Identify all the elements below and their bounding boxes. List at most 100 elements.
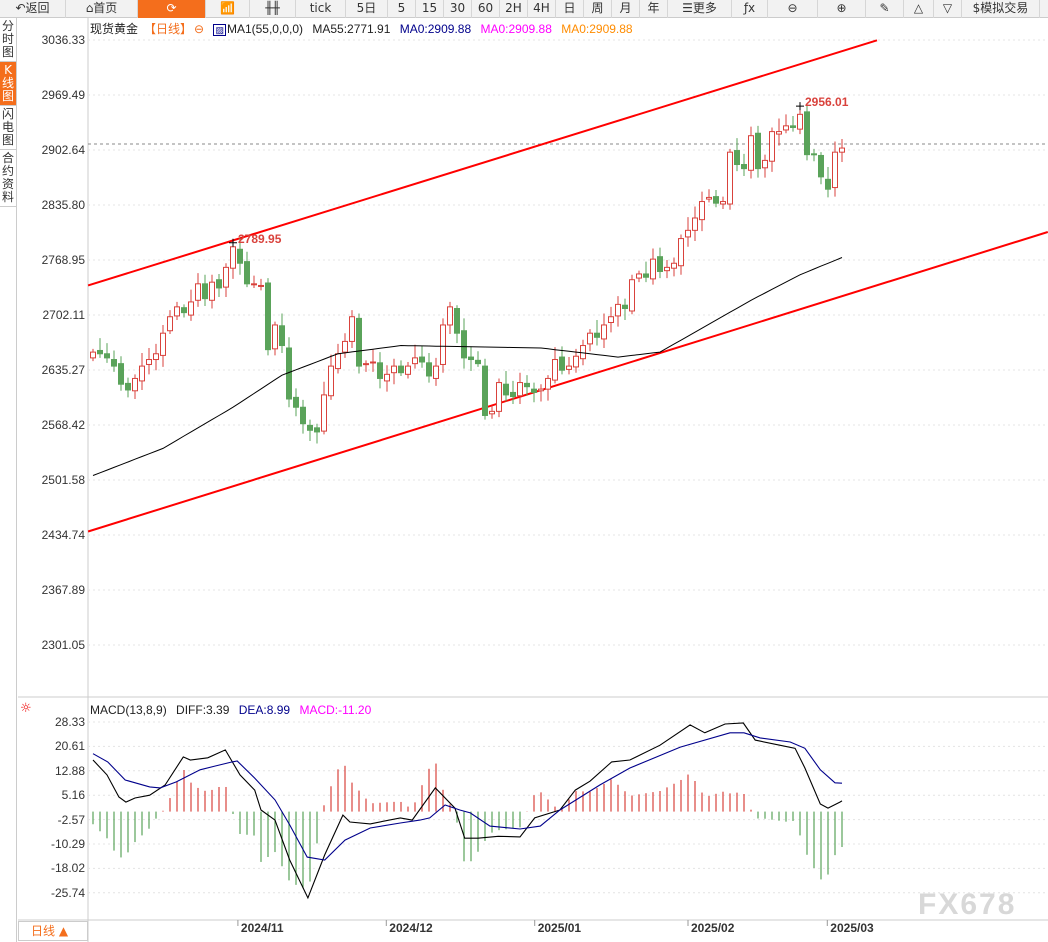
sidebar-tab-1[interactable]: K线图 xyxy=(0,62,16,106)
candle-up xyxy=(706,196,712,200)
period-7-button[interactable]: 5 xyxy=(388,0,416,18)
candle-down xyxy=(398,365,404,374)
period-10-button[interactable]: 60 xyxy=(472,0,500,18)
high-price-label: 2789.95 xyxy=(238,231,282,246)
candle-up xyxy=(545,377,551,390)
period-9-button[interactable]: 30 xyxy=(444,0,472,18)
candle-down xyxy=(307,424,313,431)
candle-down xyxy=(622,304,628,310)
candlestick-button[interactable]: ╫╫ xyxy=(250,0,296,18)
sidebar-tab-0[interactable]: 分时图 xyxy=(0,18,16,62)
period-16-button[interactable]: 年 xyxy=(640,0,668,18)
period-13-button[interactable]: 日 xyxy=(556,0,584,18)
candle-up xyxy=(496,382,502,412)
home-button[interactable]: ⌂首页 xyxy=(66,0,138,18)
period-5-button[interactable]: tick xyxy=(296,0,346,18)
candle-up xyxy=(776,131,782,135)
sidebar-tab-3[interactable]: 合约资料 xyxy=(0,150,16,207)
candle-down xyxy=(293,396,299,408)
ma0-value-magenta: MA0:2909.88 xyxy=(480,22,552,36)
candle-up xyxy=(146,359,152,365)
channel-lower-line xyxy=(87,231,1048,533)
ma0-value-orange: MA0:2909.88 xyxy=(561,22,633,36)
y-tick-label: 2902.64 xyxy=(41,143,85,157)
y-tick-label: -2.57 xyxy=(57,812,85,827)
period-label: 【日线】 xyxy=(144,22,193,36)
period-11-button[interactable]: 2H xyxy=(500,0,528,18)
y-tick-label: -25.74 xyxy=(50,885,85,900)
y-tick-label: 2835.80 xyxy=(41,198,85,212)
chart-legend: 现货黄金 【日线】 ⊖ ▨ MA1(55,0,0,0) MA55:2771.91 MA… xyxy=(90,20,639,37)
candle-up xyxy=(405,365,411,375)
candle-up xyxy=(692,217,698,231)
chart-button[interactable]: 📶 xyxy=(206,0,250,18)
macd-settings-icon[interactable]: ☼ xyxy=(20,701,32,716)
candle-up xyxy=(720,201,726,205)
instrument-name: 现货黄金 xyxy=(90,22,139,36)
period-12-button[interactable]: 4H xyxy=(528,0,556,18)
candle-down xyxy=(790,125,796,128)
dollar-button[interactable]: $模拟交易 xyxy=(962,0,1040,18)
candle-up xyxy=(517,382,523,397)
back-button[interactable]: ↶返回 xyxy=(0,0,66,18)
y-tick-label: 2969.49 xyxy=(41,88,85,102)
y-tick-label: 28.33 xyxy=(54,715,85,729)
candle-up xyxy=(384,373,390,382)
diff-line xyxy=(92,722,843,900)
candle-up xyxy=(727,151,733,205)
period-select-button[interactable]: 日线 ▲ xyxy=(18,921,88,941)
high-marker xyxy=(229,238,237,247)
zoom-out-button[interactable]: ⊖ xyxy=(768,0,818,18)
refresh-button[interactable]: ⟳ xyxy=(138,0,206,18)
y-tick-label: 2367.89 xyxy=(41,583,85,597)
candle-up xyxy=(797,113,803,130)
x-tick-label: 2025/03 xyxy=(830,921,874,935)
candle-down xyxy=(643,273,649,278)
watermark: FX678 xyxy=(918,888,1017,921)
candle-up xyxy=(783,125,789,131)
candle-down xyxy=(741,164,747,170)
candle-down xyxy=(118,363,124,385)
y-tick-label: 2434.74 xyxy=(41,528,85,542)
candle-up xyxy=(370,361,376,364)
candle-down xyxy=(216,279,222,289)
period-6-button[interactable]: 5日 xyxy=(346,0,388,18)
settings-icon[interactable]: ⊖ xyxy=(194,22,205,36)
candle-up xyxy=(671,262,677,269)
candle-down xyxy=(524,382,530,388)
ma-indicator-icon[interactable]: ▨ xyxy=(213,24,226,36)
candle-down xyxy=(244,261,250,285)
x-tick-label: 2024/12 xyxy=(389,921,433,935)
period-14-button[interactable]: 周 xyxy=(584,0,612,18)
triangle-down-button[interactable]: ▽ xyxy=(934,0,962,18)
formula-button[interactable]: ƒx xyxy=(732,0,768,18)
dea-line xyxy=(92,732,843,861)
x-tick-label: 2025/01 xyxy=(537,921,582,935)
period-15-button[interactable]: 月 xyxy=(612,0,640,18)
x-tick-label: 2025/02 xyxy=(691,921,735,935)
candle-down xyxy=(300,406,306,425)
y-tick-label: 20.61 xyxy=(54,739,85,754)
candle-down xyxy=(377,362,383,379)
candle-up xyxy=(832,151,838,189)
candle-up xyxy=(153,353,159,361)
candle-down xyxy=(825,178,831,190)
x-tick-label: 2024/11 xyxy=(240,921,284,935)
candle-down xyxy=(531,388,537,393)
macd-legend: MACD(13,8,9) DIFF:3.39 DEA:8.99 MACD:-11… xyxy=(90,703,377,717)
candle-up xyxy=(664,266,670,272)
toolbar: ↶返回 ⌂首页 ⟳ 📶 ╫╫ tick 5日 5 15 30 60 2H 4H 日周月年 ☰更多 ƒx ⊖ ⊕ ✎ △… xyxy=(0,0,1048,18)
candle-up xyxy=(608,316,614,323)
triangle-up-button[interactable]: △ xyxy=(904,0,934,18)
candle-down xyxy=(804,111,810,156)
candle-down xyxy=(482,365,488,416)
sidebar-tab-2[interactable]: 闪电图 xyxy=(0,106,16,150)
pen-button[interactable]: ✎ xyxy=(866,0,904,18)
candle-down xyxy=(181,307,187,314)
candle-up xyxy=(678,238,684,267)
period-8-button[interactable]: 15 xyxy=(416,0,444,18)
candle-up xyxy=(615,303,621,317)
menu-button[interactable]: ☰更多 xyxy=(668,0,732,18)
candle-up xyxy=(433,365,439,379)
zoom-in-button[interactable]: ⊕ xyxy=(818,0,866,18)
